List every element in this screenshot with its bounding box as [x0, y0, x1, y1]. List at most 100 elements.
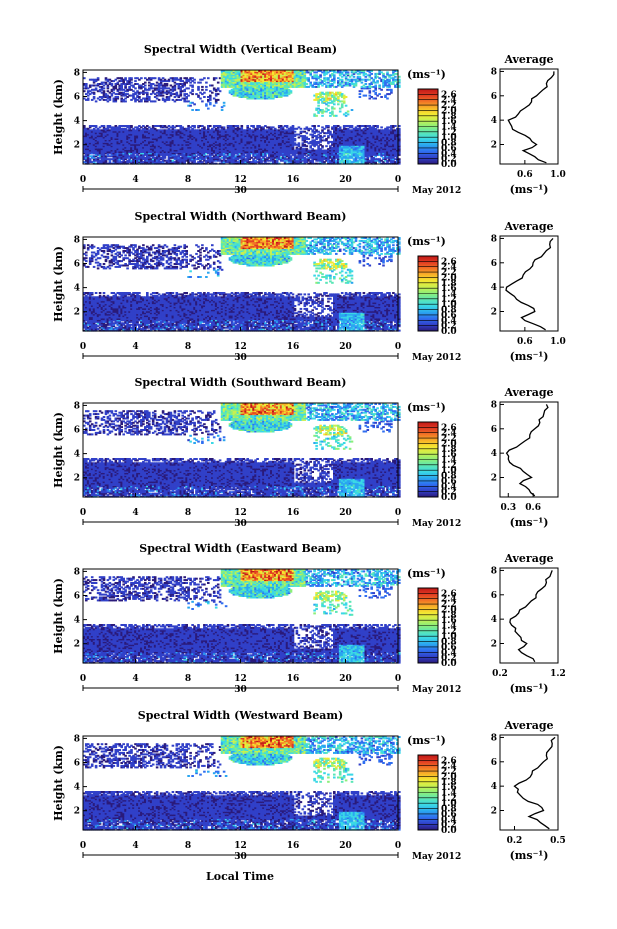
heatmap-cell [217, 87, 220, 89]
heatmap-cell [205, 89, 208, 91]
heatmap-cell [193, 125, 196, 127]
heatmap-cell [333, 108, 336, 110]
heatmap-cell [193, 103, 196, 105]
heatmap-cell [197, 95, 200, 97]
heatmap-cell [180, 77, 183, 79]
heatmap-cell [191, 89, 194, 91]
heatmap-cell [191, 109, 194, 111]
heatmap-cell [246, 125, 249, 127]
heatmap-cell [199, 82, 202, 84]
heatmap-cell [191, 85, 194, 87]
heatmap-cell [339, 126, 342, 128]
heatmap-cell [331, 111, 334, 113]
heatmap-cell [130, 77, 133, 79]
heatmap-cell [319, 74, 322, 76]
heatmap-cell [93, 92, 96, 94]
heatmap-cell [103, 87, 106, 89]
heatmap-cell [347, 71, 350, 73]
heatmap-cell [347, 113, 350, 115]
heatmap-cell [333, 74, 336, 76]
heatmap-cell [166, 83, 169, 85]
heatmap-cell [215, 77, 218, 79]
heatmap-cell [292, 125, 295, 127]
heatmap-cell [353, 76, 356, 78]
heatmap-cell [294, 131, 297, 133]
heatmap-cell [339, 111, 342, 113]
heatmap-cell [327, 125, 330, 127]
heatmap-cell [201, 100, 204, 102]
heatmap-cell [306, 83, 309, 85]
heatmap-cell [189, 105, 192, 107]
heatmap-cell [191, 93, 194, 95]
heatmap-cell [158, 99, 161, 101]
heatmap-cell [203, 77, 206, 79]
heatmap-cell [298, 142, 301, 144]
heatmap-cell [213, 105, 216, 107]
heatmap-cell [203, 126, 206, 128]
heatmap-cell [95, 87, 98, 89]
heatmap-cell [351, 109, 354, 111]
heatmap-cell [223, 126, 226, 128]
heatmap-cell [148, 96, 151, 98]
heatmap-cell [343, 100, 346, 102]
heatmap-cell [365, 95, 368, 97]
heatmap-cell [140, 77, 143, 79]
heatmap-cell [309, 82, 312, 84]
heatmap-cell [241, 125, 244, 127]
heatmap-cell [85, 83, 88, 85]
heatmap-cell [162, 95, 165, 97]
heatmap-cell [351, 125, 354, 127]
heatmap-cell [307, 77, 310, 79]
heatmap-cell [144, 85, 147, 87]
heatmap-cell [327, 109, 330, 111]
heatmap-cell [321, 115, 324, 117]
heatmap-cell [315, 115, 318, 117]
heatmap-cell [193, 79, 196, 81]
heatmap-cell [209, 95, 212, 97]
heatmap-cell [345, 105, 348, 107]
heatmap-cell [223, 102, 226, 104]
heatmap-cell [333, 103, 336, 105]
heatmap-cell [187, 87, 190, 89]
heatmap-cell [95, 125, 98, 127]
heatmap-cell [345, 96, 348, 98]
heatmap-cell [300, 128, 303, 130]
heatmap-title: Spectral Width (Vertical Beam) [144, 43, 337, 56]
heatmap-cell [321, 145, 324, 147]
heatmap-cell [138, 96, 141, 98]
heatmap-cell [134, 80, 137, 82]
heatmap-cell [361, 82, 364, 84]
heatmap-cell [290, 90, 293, 92]
heatmap-cell [252, 125, 255, 127]
heatmap-cell [193, 82, 196, 84]
heatmap-cell [205, 103, 208, 105]
heatmap-cell [146, 92, 149, 94]
heatmap-cell [111, 83, 114, 85]
heatmap-cell [335, 115, 338, 117]
heatmap-cell [347, 111, 350, 113]
heatmap-cell [209, 125, 212, 127]
heatmap-cell [294, 138, 297, 140]
heatmap-cell [341, 79, 344, 81]
heatmap-cell [154, 100, 157, 102]
heatmap-cell [130, 125, 133, 127]
heatmap-cell [359, 96, 362, 98]
heatmap-cell [205, 86, 208, 88]
heatmap-cell [337, 103, 340, 105]
heatmap-cell [211, 92, 214, 94]
heatmap-cell [361, 90, 364, 92]
heatmap-cell [207, 108, 210, 110]
heatmap-cell [124, 77, 127, 79]
heatmap-cell [103, 125, 106, 127]
heatmap-cell [286, 125, 289, 127]
heatmap-cell [203, 92, 206, 94]
heatmap-cell [223, 105, 226, 107]
heatmap-cell [201, 89, 204, 91]
heatmap-cell [201, 86, 204, 88]
panel-1: Spectral Width (Vertical Beam)2468Height… [52, 43, 566, 196]
heatmap-cell [237, 125, 240, 127]
heatmap-cell [197, 86, 200, 88]
heatmap-cell [124, 100, 127, 102]
